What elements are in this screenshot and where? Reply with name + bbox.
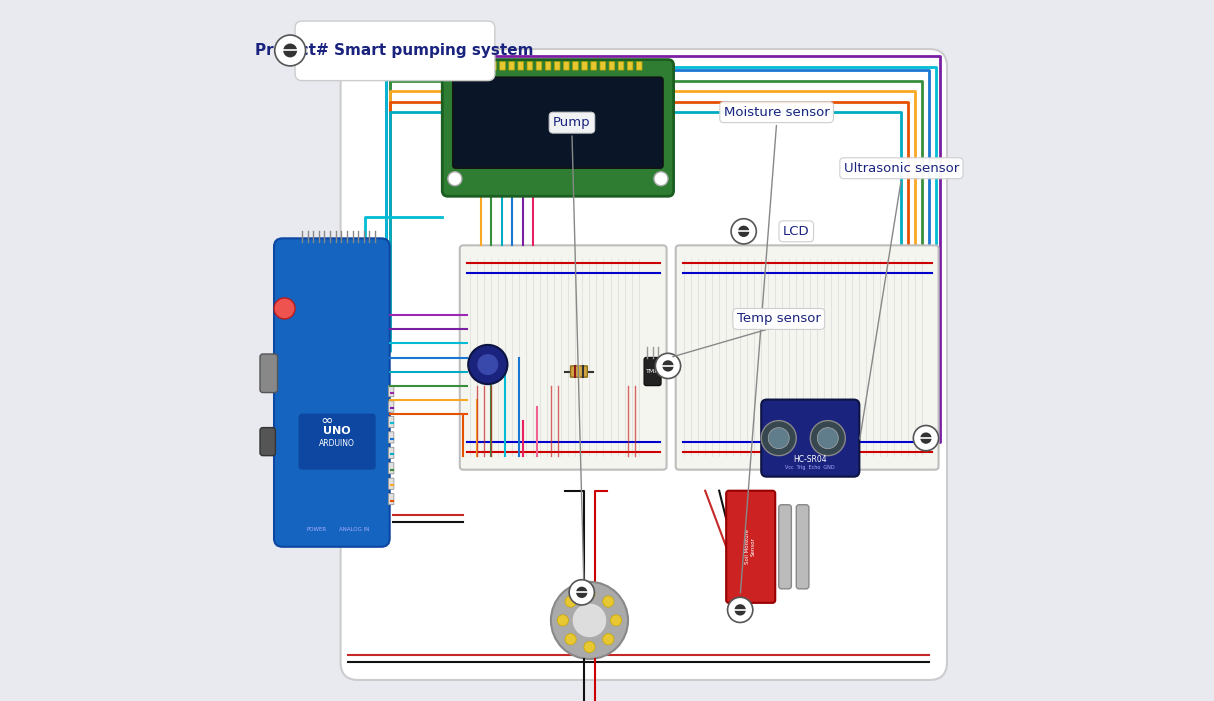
FancyBboxPatch shape <box>388 416 393 428</box>
FancyBboxPatch shape <box>537 62 541 70</box>
Circle shape <box>477 354 498 375</box>
Circle shape <box>727 597 753 622</box>
FancyBboxPatch shape <box>260 354 278 393</box>
FancyBboxPatch shape <box>645 358 660 386</box>
Text: ANALOG IN: ANALOG IN <box>340 526 370 532</box>
FancyBboxPatch shape <box>573 62 578 70</box>
FancyBboxPatch shape <box>676 245 938 470</box>
FancyBboxPatch shape <box>796 505 809 589</box>
FancyBboxPatch shape <box>609 62 614 70</box>
FancyBboxPatch shape <box>388 494 393 505</box>
Circle shape <box>469 345 507 384</box>
Circle shape <box>611 615 622 626</box>
FancyBboxPatch shape <box>563 62 569 70</box>
Circle shape <box>654 172 668 186</box>
Circle shape <box>584 641 595 653</box>
Circle shape <box>565 596 577 607</box>
Text: Temp sensor: Temp sensor <box>737 313 821 325</box>
Text: Ultrasonic sensor: Ultrasonic sensor <box>844 162 959 175</box>
FancyBboxPatch shape <box>591 62 596 70</box>
FancyBboxPatch shape <box>388 386 393 397</box>
Text: Soil Moisture
Sensor: Soil Moisture Sensor <box>745 529 756 564</box>
Circle shape <box>572 603 607 638</box>
Text: POWER: POWER <box>306 526 327 532</box>
FancyBboxPatch shape <box>388 478 393 489</box>
FancyBboxPatch shape <box>299 414 375 470</box>
Circle shape <box>731 219 756 244</box>
FancyBboxPatch shape <box>490 62 497 70</box>
Circle shape <box>738 226 749 237</box>
FancyBboxPatch shape <box>442 60 674 196</box>
Circle shape <box>274 298 295 319</box>
Circle shape <box>663 360 674 372</box>
FancyBboxPatch shape <box>582 62 588 70</box>
FancyBboxPatch shape <box>460 245 666 470</box>
FancyBboxPatch shape <box>388 447 393 458</box>
Text: Moisture sensor: Moisture sensor <box>724 106 829 118</box>
FancyBboxPatch shape <box>482 62 487 70</box>
Text: ∞: ∞ <box>320 413 333 428</box>
Circle shape <box>602 596 614 607</box>
FancyBboxPatch shape <box>555 62 560 70</box>
Text: HC-SR04: HC-SR04 <box>794 455 827 463</box>
Circle shape <box>920 433 931 444</box>
FancyBboxPatch shape <box>509 62 515 70</box>
FancyBboxPatch shape <box>341 49 947 680</box>
Circle shape <box>656 353 681 379</box>
Circle shape <box>734 604 745 615</box>
FancyBboxPatch shape <box>388 401 393 412</box>
Text: LCD: LCD <box>783 225 810 238</box>
FancyBboxPatch shape <box>628 62 632 70</box>
FancyBboxPatch shape <box>453 77 663 168</box>
Text: UNO: UNO <box>323 426 351 436</box>
Circle shape <box>577 587 588 598</box>
FancyBboxPatch shape <box>618 62 624 70</box>
Circle shape <box>602 634 614 645</box>
FancyBboxPatch shape <box>726 491 776 603</box>
Circle shape <box>761 421 796 456</box>
Text: Pump: Pump <box>554 116 591 129</box>
FancyBboxPatch shape <box>388 432 393 443</box>
FancyBboxPatch shape <box>571 366 588 377</box>
Circle shape <box>565 634 577 645</box>
Circle shape <box>768 428 789 449</box>
FancyBboxPatch shape <box>600 62 606 70</box>
Circle shape <box>448 172 461 186</box>
Circle shape <box>569 580 595 605</box>
Circle shape <box>551 582 628 659</box>
FancyBboxPatch shape <box>295 21 495 81</box>
FancyBboxPatch shape <box>274 238 390 547</box>
Circle shape <box>283 43 297 57</box>
FancyBboxPatch shape <box>778 505 792 589</box>
Text: TMP: TMP <box>646 369 659 374</box>
FancyBboxPatch shape <box>500 62 505 70</box>
FancyBboxPatch shape <box>518 62 523 70</box>
Circle shape <box>817 428 839 449</box>
Text: Project# Smart pumping system: Project# Smart pumping system <box>255 43 534 58</box>
Text: ARDUINO: ARDUINO <box>319 439 354 447</box>
FancyBboxPatch shape <box>527 62 533 70</box>
Circle shape <box>557 615 568 626</box>
FancyBboxPatch shape <box>388 463 393 474</box>
FancyBboxPatch shape <box>761 400 860 477</box>
Circle shape <box>913 426 938 451</box>
FancyBboxPatch shape <box>260 428 276 456</box>
FancyBboxPatch shape <box>545 62 551 70</box>
Circle shape <box>584 588 595 599</box>
FancyBboxPatch shape <box>464 62 469 70</box>
Text: Vcc  Trig  Echo  GND: Vcc Trig Echo GND <box>785 465 835 470</box>
FancyBboxPatch shape <box>472 62 478 70</box>
Circle shape <box>274 35 306 66</box>
Circle shape <box>810 421 845 456</box>
FancyBboxPatch shape <box>636 62 642 70</box>
